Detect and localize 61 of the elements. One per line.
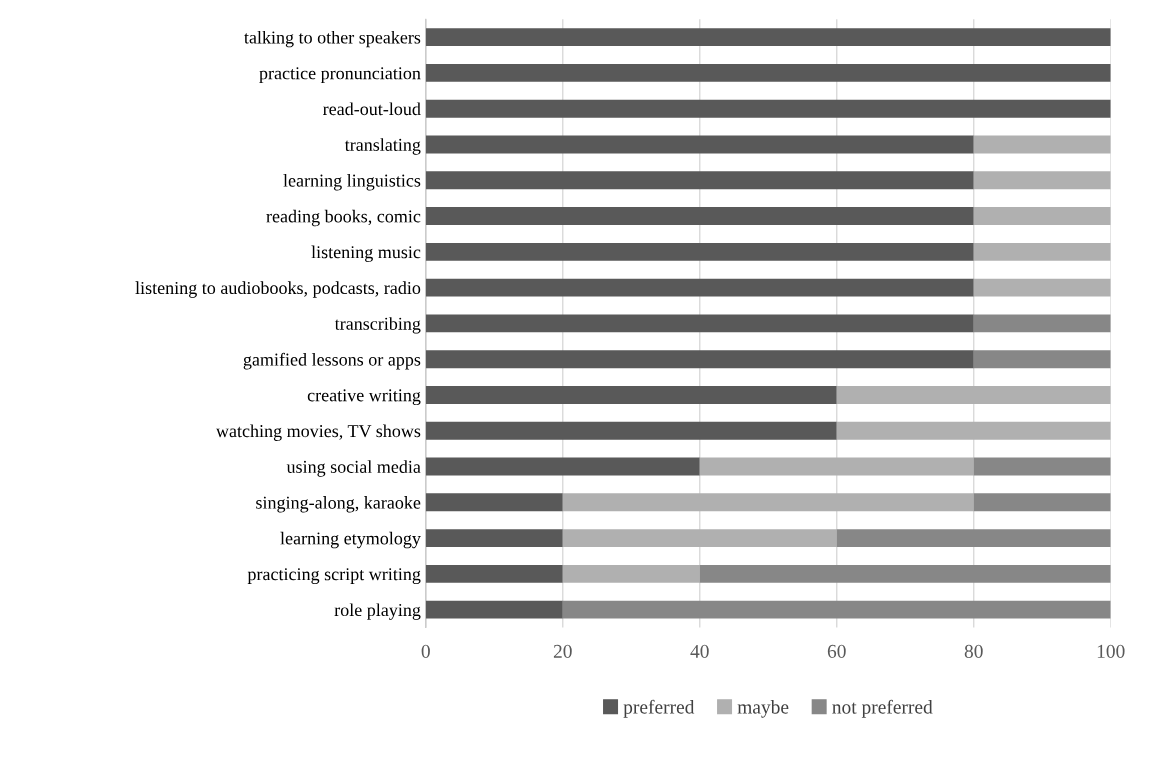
legend-label: preferred xyxy=(623,699,695,718)
legend-label: not preferred xyxy=(832,699,933,718)
bar xyxy=(973,278,1111,297)
y-tick-label: learning linguistics xyxy=(283,174,421,191)
y-tick-label: singing-along, karaoke xyxy=(256,496,421,513)
y-tick-label: gamified lessons or apps xyxy=(243,352,421,370)
bar xyxy=(425,314,974,333)
y-tick-label: talking to other speakers xyxy=(244,30,421,48)
bar xyxy=(425,278,974,297)
bar xyxy=(425,564,563,583)
bar xyxy=(425,529,563,548)
bar xyxy=(425,207,974,225)
y-tick-label: role playing xyxy=(334,603,421,620)
bar xyxy=(425,135,974,154)
y-tick-label: creative writing xyxy=(307,389,421,406)
bar xyxy=(836,421,1111,440)
bar xyxy=(425,457,700,476)
bar xyxy=(425,600,563,619)
bar xyxy=(425,386,837,404)
bar xyxy=(836,386,1111,404)
bar xyxy=(973,350,1111,369)
bar xyxy=(973,457,1111,476)
y-tick-label: practicing script writing xyxy=(247,568,421,585)
bar xyxy=(425,171,974,190)
bar xyxy=(425,28,1111,47)
bar xyxy=(425,350,974,369)
bar xyxy=(973,493,1111,512)
y-tick-label: reading books, comic xyxy=(266,209,421,227)
y-tick-label: translating xyxy=(344,138,421,155)
x-tick-label: 0 xyxy=(421,644,430,658)
bar xyxy=(699,564,1111,583)
bar xyxy=(562,600,1111,619)
x-tick-label: 60 xyxy=(827,644,846,658)
bar xyxy=(562,564,700,583)
bar xyxy=(973,242,1111,261)
bar xyxy=(425,63,1111,82)
y-tick-label: read-out-loud xyxy=(323,102,421,116)
y-tick-label: using social media xyxy=(286,460,421,477)
x-tick-label: 40 xyxy=(690,644,709,658)
legend-label: maybe xyxy=(737,699,789,718)
bar xyxy=(973,171,1111,190)
y-tick-label: watching movies, TV shows xyxy=(215,424,421,441)
bar xyxy=(425,242,974,261)
x-tick-label: 20 xyxy=(553,644,572,658)
bar xyxy=(973,135,1111,154)
y-tick-label: listening to audiobooks, podcasts, radio xyxy=(135,281,421,298)
y-tick-label: learning etymology xyxy=(280,531,421,549)
bar xyxy=(836,529,1111,548)
bar xyxy=(973,207,1111,225)
bar xyxy=(562,529,837,548)
bar xyxy=(425,421,837,440)
bar xyxy=(973,314,1111,333)
bar xyxy=(425,99,1111,118)
y-tick-label: listening music xyxy=(311,245,421,262)
bar xyxy=(425,493,563,512)
bar xyxy=(699,457,974,476)
y-tick-label: practice pronunciation xyxy=(259,67,421,84)
y-tick-label: transcribing xyxy=(334,317,421,334)
x-tick-label: 80 xyxy=(964,644,983,658)
bar xyxy=(562,493,974,512)
x-tick-label: 100 xyxy=(1097,644,1125,658)
